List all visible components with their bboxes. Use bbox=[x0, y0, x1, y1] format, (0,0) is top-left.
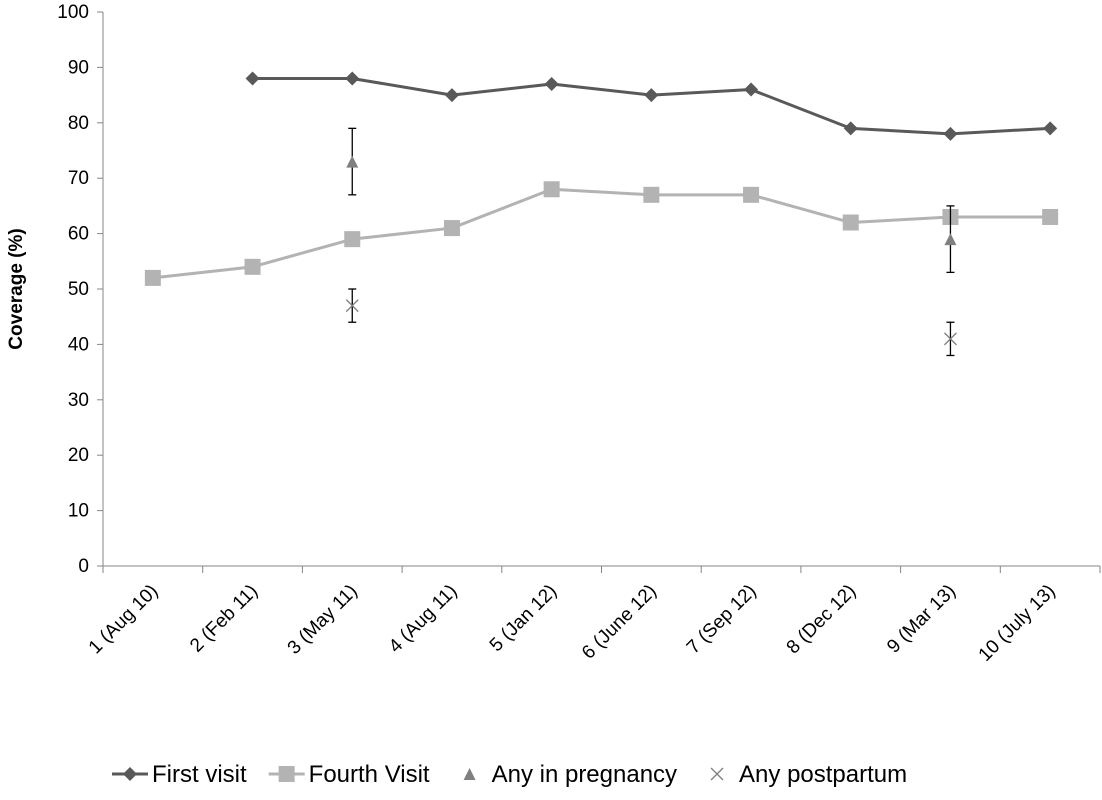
y-axis-title: Coverage (%) bbox=[6, 228, 27, 349]
y-tick-label: 30 bbox=[68, 390, 89, 411]
point-first-visit bbox=[1043, 121, 1058, 136]
legend: First visit Fourth Visit Any in pregnancy A… bbox=[112, 761, 907, 788]
series-any-postpartum bbox=[345, 288, 957, 357]
y-tick-label: 100 bbox=[57, 2, 89, 23]
point-first-visit bbox=[544, 77, 559, 92]
x-tick-label: 3 (May 11) bbox=[284, 581, 362, 659]
legend-label-any-in-pregnancy: Any in pregnancy bbox=[492, 761, 677, 788]
point-fourth-visit bbox=[144, 269, 161, 286]
series-any-in-pregnancy bbox=[346, 127, 957, 274]
legend-marker-any-in-pregnancy bbox=[463, 768, 476, 780]
y-tick-label: 70 bbox=[68, 168, 89, 189]
legend-marker-first-visit bbox=[123, 767, 137, 781]
point-fourth-visit bbox=[344, 231, 361, 248]
y-tick-label: 20 bbox=[68, 445, 89, 466]
axes: 0 10 20 30 40 50 60 70 80 90 100 1 (Aug 10) 2 (Feb 1… bbox=[6, 2, 1101, 666]
legend-item-first-visit: First visit bbox=[112, 761, 247, 788]
point-fourth-visit bbox=[842, 214, 859, 231]
point-first-visit bbox=[943, 126, 958, 141]
point-any-postpartum bbox=[943, 332, 957, 346]
legend-item-fourth-visit: Fourth Visit bbox=[268, 761, 430, 788]
point-first-visit bbox=[245, 71, 260, 86]
series-line-first-visit bbox=[252, 76, 1051, 136]
x-tick-label: 9 (Mar 13) bbox=[883, 581, 960, 658]
series-fourth-visit bbox=[144, 181, 1059, 286]
point-fourth-visit bbox=[743, 186, 760, 203]
x-tick-label: 2 (Feb 11) bbox=[186, 581, 262, 657]
legend-label-first-visit: First visit bbox=[152, 761, 247, 788]
y-tick-label: 50 bbox=[68, 279, 89, 300]
legend-label-fourth-visit: Fourth Visit bbox=[309, 761, 430, 788]
point-first-visit bbox=[345, 71, 360, 86]
legend-marker-fourth-visit bbox=[278, 766, 295, 782]
point-first-visit bbox=[843, 121, 858, 136]
point-fourth-visit bbox=[443, 220, 460, 237]
x-tick-label: 1 (Aug 10) bbox=[85, 581, 163, 659]
x-tick-label: 6 (June 12) bbox=[578, 581, 661, 664]
point-any-in-pregnancy bbox=[346, 155, 359, 168]
x-tick-label: 8 (Dec 12) bbox=[783, 581, 861, 659]
point-fourth-visit bbox=[543, 181, 560, 198]
legend-item-any-postpartum: Any postpartum bbox=[710, 761, 907, 788]
chart-marks bbox=[144, 71, 1059, 357]
y-tick-label: 80 bbox=[68, 113, 89, 134]
point-first-visit bbox=[644, 88, 659, 103]
point-any-postpartum bbox=[345, 299, 359, 313]
x-tick-label: 5 (Jan 12) bbox=[486, 581, 561, 656]
legend-item-any-in-pregnancy: Any in pregnancy bbox=[463, 761, 677, 788]
x-tick-label: 4 (Aug 11) bbox=[385, 581, 462, 658]
legend-label-any-postpartum: Any postpartum bbox=[739, 761, 907, 788]
y-tick-label: 60 bbox=[68, 224, 89, 245]
point-first-visit bbox=[744, 82, 759, 97]
point-first-visit bbox=[444, 88, 459, 103]
y-tick-label: 40 bbox=[68, 334, 89, 355]
point-fourth-visit bbox=[1042, 208, 1059, 225]
point-fourth-visit bbox=[643, 186, 660, 203]
series-line-fourth-visit bbox=[152, 187, 1051, 280]
y-tick-label: 10 bbox=[68, 501, 89, 522]
y-tick-label: 0 bbox=[78, 556, 89, 577]
x-tick-label: 7 (Sep 12) bbox=[683, 581, 761, 659]
point-fourth-visit bbox=[244, 258, 261, 275]
x-tick-label: 10 (July 13) bbox=[975, 581, 1060, 666]
y-tick-label: 90 bbox=[68, 57, 89, 78]
legend-marker-any-postpartum bbox=[710, 767, 724, 781]
series-first-visit bbox=[245, 71, 1058, 141]
point-any-in-pregnancy bbox=[944, 233, 957, 246]
